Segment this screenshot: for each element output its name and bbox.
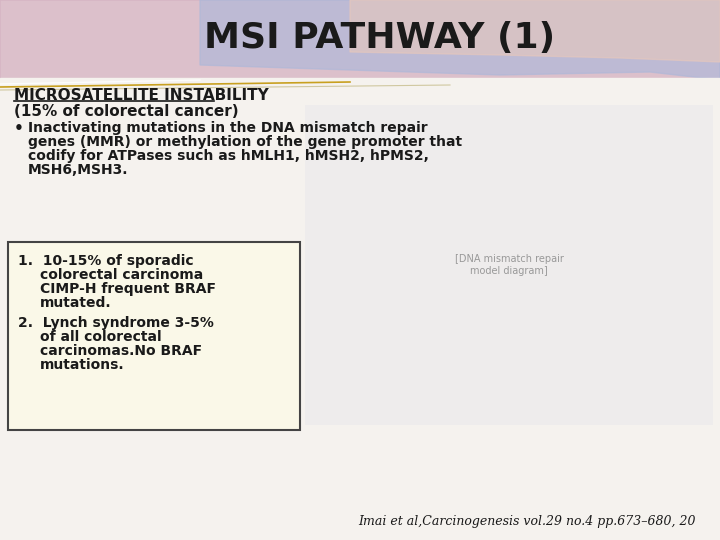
Text: [DNA mismatch repair
model diagram]: [DNA mismatch repair model diagram] [454, 254, 564, 276]
Text: MSH6,MSH3.: MSH6,MSH3. [28, 163, 128, 177]
Text: MICROSATELLITE INSTABILITY: MICROSATELLITE INSTABILITY [14, 88, 269, 103]
FancyBboxPatch shape [8, 242, 300, 430]
Polygon shape [0, 0, 720, 100]
Text: genes (MMR) or methylation of the gene promoter that: genes (MMR) or methylation of the gene p… [28, 135, 462, 149]
Text: 2.  Lynch syndrome 3-5%: 2. Lynch syndrome 3-5% [18, 316, 214, 330]
Text: of all colorectal: of all colorectal [40, 330, 161, 344]
Text: mutations.: mutations. [40, 358, 125, 372]
Polygon shape [350, 0, 720, 62]
Text: (15% of colorectal cancer): (15% of colorectal cancer) [14, 104, 238, 119]
Text: carcinomas.No BRAF: carcinomas.No BRAF [40, 344, 202, 358]
Text: CIMP-H frequent BRAF: CIMP-H frequent BRAF [40, 282, 216, 296]
Text: colorectal carcinoma: colorectal carcinoma [40, 268, 203, 282]
Text: •: • [14, 121, 24, 136]
Polygon shape [200, 0, 720, 80]
Text: Inactivating mutations in the DNA mismatch repair: Inactivating mutations in the DNA mismat… [28, 121, 428, 135]
Text: Imai et al,Carcinogenesis vol.29 no.4 pp.673–680, 20: Imai et al,Carcinogenesis vol.29 no.4 pp… [358, 515, 696, 528]
Polygon shape [0, 78, 720, 540]
FancyBboxPatch shape [305, 105, 713, 425]
Text: 1.  10-15% of sporadic: 1. 10-15% of sporadic [18, 254, 194, 268]
Text: MSI PATHWAY (1): MSI PATHWAY (1) [204, 21, 556, 55]
Text: mutated.: mutated. [40, 296, 112, 310]
Text: codify for ATPases such as hMLH1, hMSH2, hPMS2,: codify for ATPases such as hMLH1, hMSH2,… [28, 149, 429, 163]
